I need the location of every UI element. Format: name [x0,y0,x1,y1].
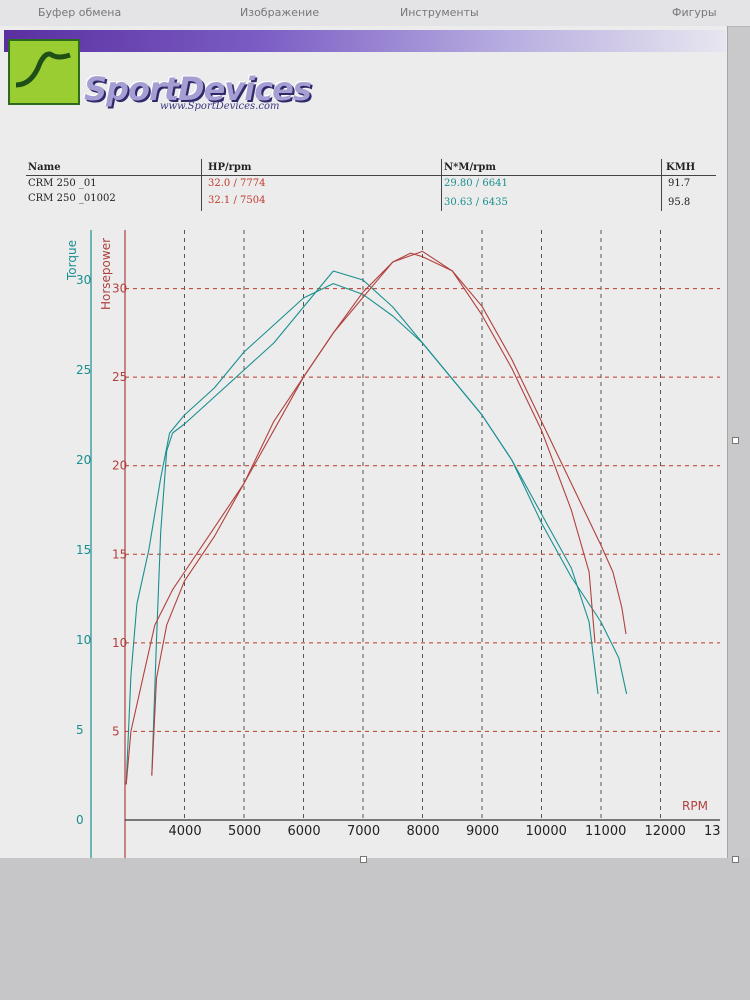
horsepower-curve-3 [125,252,596,785]
hp-tick-label: 25 [112,370,127,384]
torque-tick-label: 5 [76,723,84,737]
chart-grid [125,230,720,820]
horsepower-curve-4 [151,250,627,776]
ribbon-tab-tools[interactable]: Инструменты [400,6,479,19]
brand-url: www.SportDevices.com [160,101,280,112]
table-row-name: CRM 250 _01002 [28,193,116,204]
table-divider [201,159,202,211]
hp-tick-label: 10 [112,636,127,650]
canvas-sheet: SportDevices www.SportDevices.com Name H… [0,26,728,859]
chart-axes [90,230,720,858]
torque-axis-label: Torque [65,240,79,281]
hp-tick-label: 20 [112,459,127,473]
logo-icon [8,39,80,105]
hp-tick-label: 30 [112,282,127,296]
x-tick-label: 10000 [526,824,567,839]
x-tick-label: 11000 [585,824,626,839]
x-tick-label: 13 [704,824,721,839]
table-row-torque: 30.63 / 6435 [444,197,508,208]
torque-curve-1 [125,283,599,785]
torque-tick-label: 25 [76,363,91,377]
ribbon-tab-clipboard[interactable]: Буфер обмена [38,6,122,19]
hp-axis-label: Horsepower [99,238,113,310]
torque-tick-label: 20 [76,453,91,467]
col-header-name: Name [28,162,61,173]
table-divider [441,159,442,211]
table-divider [661,159,662,211]
x-tick-label: 7000 [347,824,380,839]
col-header-kmh: KMH [666,162,696,173]
x-tick-label: 6000 [288,824,321,839]
x-tick-label: 9000 [466,824,499,839]
resize-handle[interactable] [360,856,367,863]
torque-tick-label: 0 [76,813,84,827]
x-tick-label: 8000 [407,824,440,839]
x-tick-label: 5000 [228,824,261,839]
table-row-hp: 32.0 / 7774 [208,178,266,189]
ribbon-tab-shapes[interactable]: Фигуры [672,6,717,19]
ribbon-tab-image[interactable]: Изображение [240,6,320,19]
table-row-kmh: 95.8 [668,197,691,208]
col-header-hp: HP/rpm [208,162,252,173]
hp-tick-label: 15 [112,547,127,561]
table-header-rule [26,175,716,176]
col-header-torque: N*M/rpm [444,162,496,173]
x-tick-label: 12000 [645,824,686,839]
brand-logo-text: SportDevices [84,70,312,108]
header-banner [4,30,726,52]
x-axis-label: RPM [682,799,708,813]
resize-handle[interactable] [732,437,739,444]
x-tick-label: 4000 [169,824,202,839]
hp-tick-label: 5 [112,724,120,738]
table-row-hp: 32.1 / 7504 [208,195,266,206]
torque-tick-label: 10 [76,633,91,647]
table-row-name: CRM 250 _01 [28,178,97,189]
resize-handle[interactable] [732,856,739,863]
chart-tick-labels: 4000 5000 6000 7000 8000 9000 10000 11000 12000 1… [76,273,721,839]
torque-tick-label: 15 [76,543,91,557]
table-row-kmh: 91.7 [668,178,691,189]
torque-curve-2 [151,270,628,776]
dyno-chart: 4000 5000 6000 7000 8000 9000 10000 11000 12000 1… [65,230,721,858]
torque-tick-label: 30 [76,273,91,287]
chart-series [125,250,628,785]
desktop-area [0,858,750,1000]
table-row-torque: 29.80 / 6641 [444,178,508,189]
